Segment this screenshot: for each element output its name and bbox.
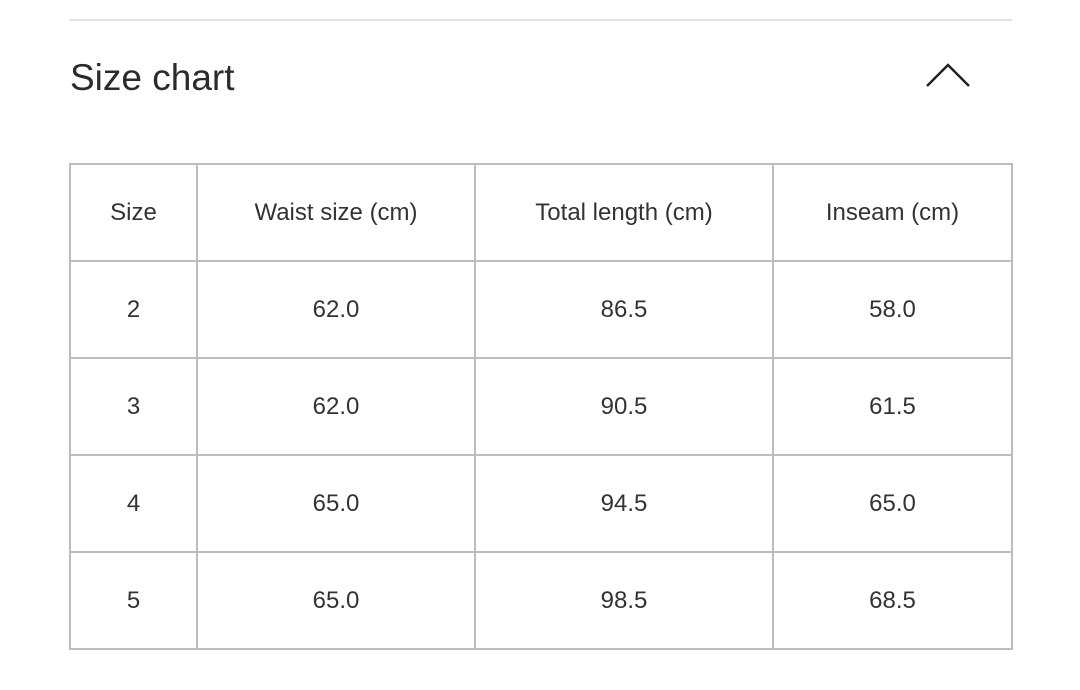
cell-total-length: 94.5 [474,454,774,553]
header-size: Size [69,163,198,262]
chevron-up-icon [926,63,970,87]
header-total-length: Total length (cm) [474,163,774,262]
cell-total-length: 98.5 [474,551,774,650]
cell-size: 5 [69,551,198,650]
table-row: 4 65.0 94.5 65.0 [69,454,1013,553]
header-waist: Waist size (cm) [196,163,476,262]
cell-total-length: 90.5 [474,357,774,456]
cell-size: 2 [69,260,198,359]
cell-inseam: 58.0 [772,260,1013,359]
table-header-row: Size Waist size (cm) Total length (cm) I… [69,163,1013,262]
table-row: 5 65.0 98.5 68.5 [69,551,1013,650]
cell-waist: 65.0 [196,551,476,650]
cell-total-length: 86.5 [474,260,774,359]
header-inseam: Inseam (cm) [772,163,1013,262]
cell-inseam: 65.0 [772,454,1013,553]
cell-size: 4 [69,454,198,553]
table-row: 2 62.0 86.5 58.0 [69,260,1013,359]
table-row: 3 62.0 90.5 61.5 [69,357,1013,456]
divider [70,19,1012,21]
size-chart-table: Size Waist size (cm) Total length (cm) I… [69,163,1013,650]
cell-inseam: 61.5 [772,357,1013,456]
cell-inseam: 68.5 [772,551,1013,650]
collapse-toggle-button[interactable] [924,58,972,92]
cell-waist: 62.0 [196,357,476,456]
section-title: Size chart [70,57,235,98]
cell-size: 3 [69,357,198,456]
cell-waist: 62.0 [196,260,476,359]
cell-waist: 65.0 [196,454,476,553]
